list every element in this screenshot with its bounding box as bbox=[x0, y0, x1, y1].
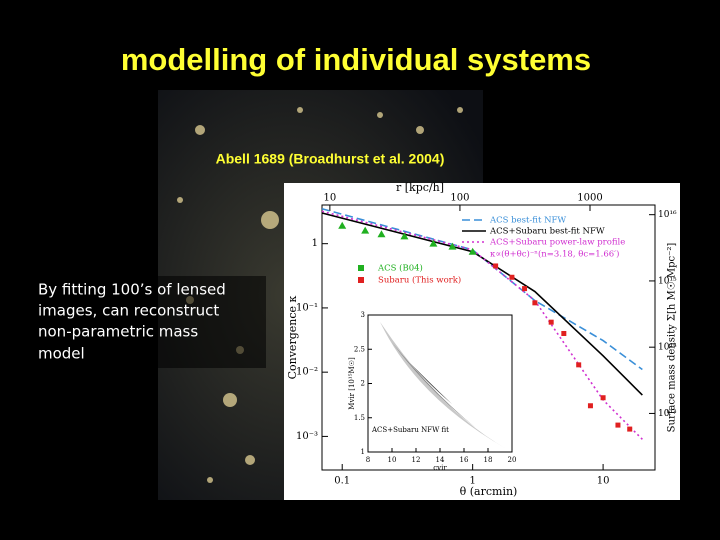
x-tick-label: 0.1 bbox=[334, 476, 350, 487]
legend-swatch bbox=[358, 265, 364, 271]
x2-tick-label: 1000 bbox=[577, 193, 602, 204]
data-point bbox=[532, 300, 538, 306]
y-tick-label: 1 bbox=[312, 238, 318, 249]
data-point bbox=[587, 403, 593, 409]
data-point bbox=[522, 286, 528, 292]
x-tick-label: 10 bbox=[597, 476, 610, 487]
data-point bbox=[448, 242, 457, 250]
legend-label: ACS (B04) bbox=[377, 263, 423, 274]
legend-swatch bbox=[358, 277, 364, 283]
slide-title: modelling of individual systems bbox=[121, 42, 591, 77]
y2-tick-label: 10¹³ bbox=[658, 409, 677, 419]
data-point bbox=[493, 263, 499, 269]
inset-x-tick-label: 10 bbox=[388, 456, 397, 464]
body-line: images, can reconstruct bbox=[38, 302, 219, 320]
inset-y-tick-label: 2 bbox=[361, 380, 365, 388]
y2-tick-label: 10¹⁵ bbox=[658, 276, 677, 286]
plot-frame bbox=[321, 204, 656, 471]
legend-label: ACS+Subaru power-law profile bbox=[489, 238, 625, 248]
body-line: non-parametric mass bbox=[38, 323, 198, 341]
data-point bbox=[400, 232, 409, 240]
inset-x-label: cvir bbox=[433, 464, 447, 472]
annotation: κ∝(θ+θc)⁻ⁿ(n=3.18, θc=1.66′) bbox=[490, 249, 619, 260]
data-point bbox=[600, 395, 606, 401]
y-axis-label: Convergence κ bbox=[286, 295, 299, 379]
x2-axis-label: r [kpc/h] bbox=[396, 181, 444, 194]
inset-y-label: Mvir [10¹⁵M☉] bbox=[348, 357, 356, 410]
inset-x-tick-label: 14 bbox=[436, 456, 445, 464]
inset-x-tick-label: 16 bbox=[460, 456, 469, 464]
y-tick-label: 10⁻¹ bbox=[296, 302, 318, 313]
data-point bbox=[377, 230, 386, 238]
body-line: By fitting 100’s of lensed bbox=[38, 281, 226, 299]
data-point bbox=[615, 422, 621, 428]
y-tick-label: 10⁻³ bbox=[296, 431, 318, 442]
inset-x-tick-label: 8 bbox=[366, 456, 370, 464]
data-point bbox=[361, 226, 370, 234]
inset-y-tick-label: 1 bbox=[361, 448, 365, 456]
data-point bbox=[509, 274, 515, 280]
data-point bbox=[576, 362, 582, 368]
image-caption: Abell 1689 (Broadhurst et al. 2004) bbox=[216, 151, 445, 167]
inset-label: ACS+Subaru NFW fit bbox=[371, 426, 449, 434]
series-line bbox=[321, 207, 643, 371]
inset-x-tick-label: 12 bbox=[412, 456, 421, 464]
series-line bbox=[321, 212, 643, 396]
data-point bbox=[561, 330, 567, 336]
inset-frame bbox=[367, 314, 513, 453]
data-point bbox=[429, 239, 438, 247]
body-line: model bbox=[38, 345, 85, 363]
data-point bbox=[627, 426, 633, 432]
x-tick-label: 1 bbox=[469, 476, 475, 487]
legend-label: ACS best-fit NFW bbox=[489, 216, 566, 226]
inset-y-tick-label: 3 bbox=[361, 311, 365, 319]
x2-tick-label: 100 bbox=[450, 193, 469, 204]
legend-label: ACS+Subaru best-fit NFW bbox=[489, 227, 605, 237]
data-point bbox=[468, 247, 477, 255]
data-point bbox=[548, 319, 554, 325]
x-axis-label: θ (arcmin) bbox=[460, 485, 518, 498]
y2-axis-label: Surface mass density Σ[h M☉ Mpc⁻²] bbox=[667, 243, 678, 433]
y2-tick-label: 10¹⁴ bbox=[658, 343, 677, 353]
text-backdrop bbox=[34, 276, 266, 368]
inset-x-tick-label: 20 bbox=[508, 456, 517, 464]
x2-tick-label: 10 bbox=[323, 193, 336, 204]
inset-x-tick-label: 18 bbox=[484, 456, 493, 464]
y2-tick-label: 10¹⁶ bbox=[658, 210, 677, 220]
inset-y-tick-label: 1.5 bbox=[354, 414, 365, 422]
y-tick-label: 10⁻² bbox=[296, 367, 318, 378]
body-text: By fitting 100’s of lensed images, can r… bbox=[38, 281, 226, 363]
legend-label: Subaru (This work) bbox=[378, 275, 461, 286]
data-point bbox=[338, 221, 347, 229]
plot: 0.1 1 10 1 10⁻¹ 10⁻² 10⁻³ 10 100 1000 10¹⁶ 10¹⁵ 10¹⁴… bbox=[286, 181, 678, 498]
inset-y-tick-label: 2.5 bbox=[354, 345, 365, 353]
